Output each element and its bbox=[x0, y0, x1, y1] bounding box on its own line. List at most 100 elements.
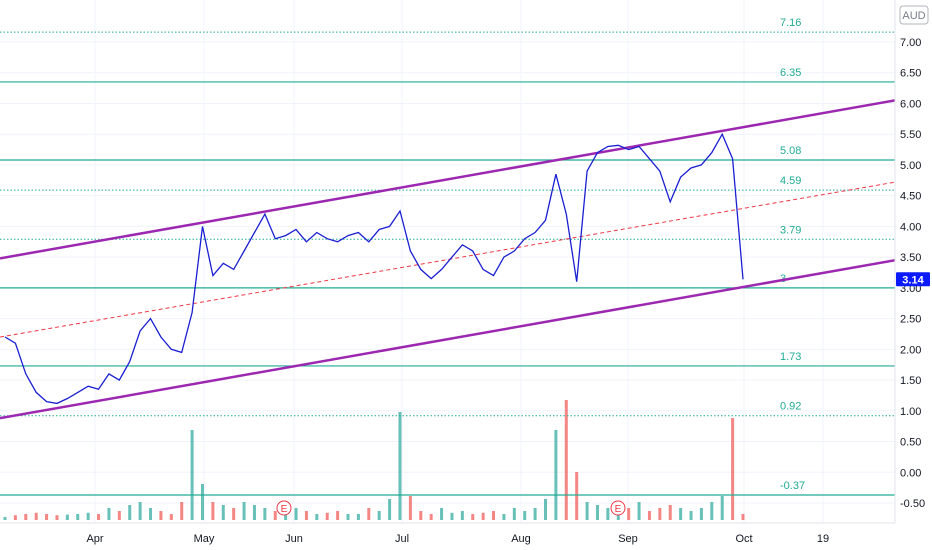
volume-bar bbox=[346, 514, 350, 520]
volume-bar bbox=[699, 508, 703, 520]
price-channel[interactable] bbox=[0, 99, 896, 420]
grid bbox=[0, 0, 895, 523]
volume-bar bbox=[97, 514, 101, 520]
volume-bar bbox=[668, 505, 672, 520]
time-axis[interactable]: Apr May Jun Jul Aug Sep Oct 19 bbox=[0, 522, 895, 545]
volume-bar bbox=[492, 511, 496, 520]
volume-bar bbox=[107, 508, 111, 520]
volume-bar bbox=[45, 514, 49, 520]
volume-bar bbox=[523, 511, 527, 520]
volume-bar bbox=[24, 514, 28, 520]
volume-bar bbox=[419, 511, 423, 520]
price-line bbox=[4, 132, 744, 405]
volume-bar bbox=[637, 502, 641, 520]
volume-bar bbox=[460, 511, 464, 520]
earnings-event-marker bbox=[276, 500, 292, 516]
fib-level-label: 4.59 bbox=[780, 175, 801, 187]
volume-bar bbox=[741, 514, 745, 520]
volume-bar bbox=[128, 505, 132, 520]
volume-bar bbox=[149, 508, 153, 520]
fib-level-label: 6.35 bbox=[780, 67, 801, 79]
volume-bar bbox=[13, 515, 17, 520]
fib-levels[interactable]: 7.166.355.084.593.7931.730.92-0.37 bbox=[0, 17, 895, 496]
y-tick-label: 4.50 bbox=[900, 191, 921, 203]
volume-bar bbox=[720, 496, 724, 520]
volume-bar bbox=[55, 515, 59, 520]
volume-bars bbox=[3, 400, 745, 520]
volume-bar bbox=[658, 508, 662, 520]
x-tick-label: 19 bbox=[817, 533, 829, 545]
volume-bar bbox=[65, 514, 69, 520]
y-tick-label: 6.00 bbox=[900, 98, 921, 110]
volume-bar bbox=[627, 508, 631, 520]
volume-bar bbox=[86, 512, 90, 520]
fib-level-label: 0.92 bbox=[780, 401, 801, 413]
volume-bar bbox=[252, 505, 256, 520]
volume-bar bbox=[575, 472, 579, 520]
x-tick-label: Apr bbox=[86, 533, 103, 545]
volume-bar bbox=[731, 418, 735, 520]
volume-bar bbox=[408, 496, 412, 520]
volume-bar bbox=[273, 511, 277, 520]
volume-bar bbox=[679, 508, 683, 520]
volume-bar bbox=[356, 514, 360, 520]
y-tick-label: 5.00 bbox=[900, 160, 921, 172]
channel-mid-line bbox=[0, 181, 896, 338]
volume-bar bbox=[710, 502, 714, 520]
volume-bar bbox=[481, 512, 485, 520]
volume-bar bbox=[512, 508, 516, 520]
volume-bar bbox=[564, 400, 568, 520]
volume-bar bbox=[647, 511, 651, 520]
volume-bar bbox=[200, 484, 204, 520]
y-tick-label: 1.50 bbox=[900, 375, 921, 387]
volume-bar bbox=[325, 512, 329, 520]
volume-bar bbox=[304, 511, 308, 520]
volume-bar bbox=[242, 502, 246, 520]
volume-bar bbox=[471, 514, 475, 520]
volume-bar bbox=[315, 514, 319, 520]
x-tick-label: Sep bbox=[618, 533, 638, 545]
x-tick-label: Oct bbox=[735, 533, 752, 545]
x-tick-label: Jul bbox=[395, 533, 409, 545]
volume-bar bbox=[117, 511, 121, 520]
y-tick-label: 2.00 bbox=[900, 344, 921, 356]
volume-bar bbox=[180, 502, 184, 520]
channel-upper-line bbox=[0, 99, 896, 260]
fib-level-label: 7.16 bbox=[780, 17, 801, 29]
volume-bar bbox=[388, 499, 392, 520]
earnings-event-label: E bbox=[615, 504, 622, 515]
y-tick-label: 4.00 bbox=[900, 221, 921, 233]
volume-bar bbox=[190, 430, 194, 520]
current-price-badge: 3.14 bbox=[896, 272, 930, 287]
volume-bar bbox=[138, 502, 142, 520]
volume-bar bbox=[554, 430, 558, 520]
current-price-label: 3.14 bbox=[902, 274, 924, 286]
volume-bar bbox=[263, 508, 267, 520]
earnings-event-label: E bbox=[281, 504, 288, 515]
volume-bar bbox=[689, 511, 693, 520]
x-tick-label: Jun bbox=[285, 533, 303, 545]
channel-lower-line bbox=[0, 258, 896, 420]
y-tick-label: 3.50 bbox=[900, 252, 921, 264]
volume-bar bbox=[616, 511, 620, 520]
y-tick-label: 7.00 bbox=[900, 37, 921, 49]
volume-bar bbox=[284, 512, 288, 520]
volume-bar bbox=[450, 512, 454, 520]
volume-bar bbox=[3, 517, 7, 520]
currency-badge[interactable]: AUD bbox=[899, 5, 929, 25]
volume-bar bbox=[585, 502, 589, 520]
volume-bar bbox=[367, 508, 371, 520]
fib-level-label: 3.79 bbox=[780, 224, 801, 236]
volume-bar bbox=[232, 508, 236, 520]
currency-label: AUD bbox=[902, 10, 925, 22]
fib-level-label: 5.08 bbox=[780, 145, 801, 157]
volume-bar bbox=[76, 514, 80, 520]
y-tick-label: 6.50 bbox=[900, 68, 921, 80]
x-tick-label: Aug bbox=[511, 533, 531, 545]
y-tick-label: 2.50 bbox=[900, 314, 921, 326]
price-axis[interactable]: 7.006.506.005.505.004.504.003.503.002.50… bbox=[894, 0, 925, 523]
y-tick-label: 0.50 bbox=[900, 437, 921, 449]
x-tick-label: May bbox=[194, 533, 215, 545]
